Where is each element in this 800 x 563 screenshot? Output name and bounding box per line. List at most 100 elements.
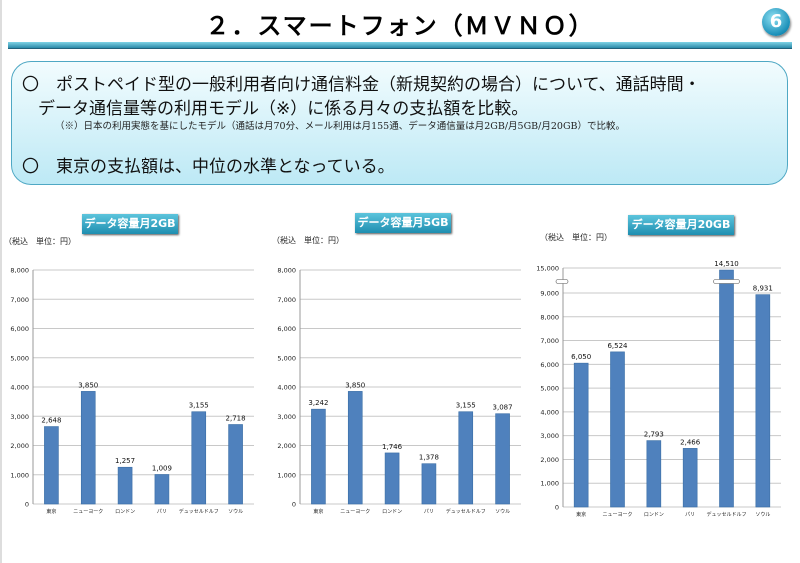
y-tick-label: 2,000 (10, 442, 29, 450)
value-label: 3,087 (493, 404, 513, 412)
bar-6 (495, 413, 510, 505)
category-label: デュッセルドルフ (706, 511, 746, 518)
y-tick-label: 3,000 (10, 413, 29, 421)
y-tick-label: 2,000 (540, 456, 559, 464)
y-tick-label: 15,000 (536, 265, 559, 273)
bar-5 (719, 269, 734, 508)
value-label: 6,524 (607, 342, 628, 350)
y-tick-label: 8,000 (540, 313, 559, 321)
bar-2 (610, 351, 625, 508)
category-label: 東京 (313, 508, 323, 515)
y-tick-label: 6,000 (540, 361, 559, 369)
bar-5 (191, 411, 207, 505)
chart-3-title: データ容量月20GB (628, 215, 734, 235)
bar-4 (154, 474, 170, 505)
value-label: 14,510 (714, 260, 739, 268)
category-label: デュッセルドルフ (179, 508, 219, 515)
value-label: 6,050 (571, 353, 591, 361)
category-label: ロンドン (644, 512, 664, 518)
bar-6 (755, 294, 771, 508)
y-tick-label: 7,000 (277, 296, 296, 304)
category-label: 東京 (46, 508, 56, 515)
y-tick-label: 0 (555, 504, 559, 512)
value-label: 1,257 (115, 457, 135, 465)
summary-note: （※）日本の利用実態を基にしたモデル（通話は月70分、メール利用は月155通、デ… (55, 121, 626, 132)
bar-3 (384, 452, 400, 505)
bar-1 (311, 408, 326, 505)
y-tick-label: 8,000 (277, 267, 296, 275)
chart-1-title: データ容量月2GB (82, 214, 178, 234)
category-label: ニューヨーク (602, 512, 632, 518)
bar-2 (80, 391, 96, 505)
title-underline (8, 42, 792, 49)
value-label: 1,746 (382, 443, 403, 451)
category-label: ニューヨーク (73, 509, 103, 515)
y-tick-label: 7,000 (540, 337, 559, 345)
y-tick-label: 5,000 (277, 354, 296, 362)
value-label: 3,850 (345, 381, 365, 389)
value-label: 1,378 (419, 454, 439, 462)
category-label: パリ (685, 512, 695, 518)
category-label: ロンドン (382, 509, 402, 515)
y-tick-label: 1,000 (540, 480, 559, 488)
value-label: 2,718 (226, 414, 246, 422)
y-tick-label: 1,000 (277, 471, 296, 479)
slide-edge (0, 0, 2, 563)
page-title: ２．スマートフォン（ＭＶＮＯ） (205, 12, 595, 40)
y-tick-label: 0 (25, 501, 29, 509)
chart-3-unit: （税込 単位：円） (540, 233, 612, 242)
y-tick-label: 4,000 (10, 384, 29, 392)
page-number-badge: 6 (762, 8, 790, 36)
bar-6 (228, 424, 243, 505)
value-label: 2,793 (644, 431, 664, 439)
bar-break-icon (713, 279, 740, 284)
chart-2-unit: （税込 単位：円） (272, 236, 344, 245)
summary-bullet-1-line-2: データ通信量等の利用モデル（※）に係る月々の支払額を比較。 (38, 99, 529, 119)
value-label: 1,009 (152, 464, 172, 472)
category-label: ニューヨーク (340, 509, 370, 515)
category-label: デュッセルドルフ (446, 508, 486, 515)
category-label: ソウル (755, 511, 770, 518)
y-tick-label: 2,000 (277, 442, 296, 450)
y-tick-label: 0 (292, 501, 296, 509)
bar-5 (458, 411, 474, 505)
bar-1 (573, 362, 589, 508)
y-tick-label: 6,000 (277, 325, 296, 333)
chart-2-title: データ容量月5GB (355, 213, 451, 233)
y-tick-label: 6,000 (10, 325, 29, 333)
bar-1 (44, 426, 59, 505)
value-label: 3,155 (189, 402, 209, 410)
y-tick-label: 5,000 (10, 354, 29, 362)
y-tick-label: 4,000 (277, 384, 296, 392)
value-label: 3,155 (456, 402, 476, 410)
category-label: パリ (157, 509, 167, 515)
y-tick-label: 7,000 (10, 296, 29, 304)
value-label: 3,850 (78, 381, 98, 389)
bar-3 (117, 466, 133, 505)
value-label: 3,242 (308, 399, 328, 407)
category-label: 東京 (576, 511, 586, 518)
value-label: 8,931 (753, 285, 773, 293)
y-tick-label: 1,000 (10, 471, 29, 479)
summary-box (11, 61, 788, 185)
bar-3 (646, 440, 662, 508)
category-label: ソウル (228, 508, 243, 515)
bar-4 (682, 448, 698, 508)
axis-break-icon (555, 279, 569, 284)
chart-1-unit: （税込 単位：円） (4, 237, 76, 246)
bar-2 (347, 391, 363, 505)
y-tick-label: 8,000 (10, 267, 29, 275)
y-tick-label: 3,000 (277, 413, 296, 421)
bar-4 (421, 463, 437, 505)
category-label: ソウル (495, 508, 510, 515)
y-tick-label: 9,000 (540, 290, 559, 298)
value-label: 2,648 (41, 417, 61, 425)
category-label: パリ (424, 509, 434, 515)
y-tick-label: 3,000 (540, 432, 559, 440)
y-tick-label: 4,000 (540, 408, 559, 416)
value-label: 2,466 (680, 438, 701, 446)
category-label: ロンドン (115, 509, 135, 515)
y-tick-label: 5,000 (540, 385, 559, 393)
summary-bullet-1-line-1: 〇 ポストペイド型の一般利用者向け通信料金（新規契約の場合）について、通話時間・ (22, 75, 701, 95)
